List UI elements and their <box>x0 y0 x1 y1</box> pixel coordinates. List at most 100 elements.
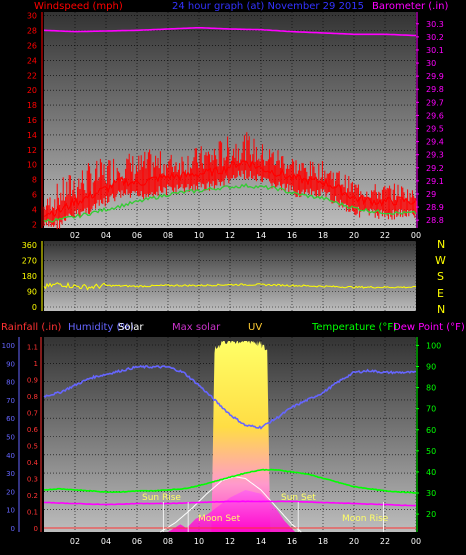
temperature-tick-label: 90 <box>426 363 436 372</box>
compass-n-bottom: N <box>437 303 445 316</box>
temperature-tick-label: 50 <box>426 447 436 456</box>
direction-series <box>43 281 417 291</box>
barometer-tick-label: 29.5 <box>426 125 444 134</box>
compass-w: W <box>435 254 446 267</box>
barometer-tick-label: 28.9 <box>426 203 444 212</box>
time-tick-label: 02 <box>70 537 80 546</box>
windspeed-tick-label: 16 <box>27 116 37 125</box>
direction-tick-label: 180 <box>22 272 37 281</box>
windspeed-tick-label: 6 <box>32 190 37 199</box>
barometer-tick-label: 29.2 <box>426 164 444 173</box>
temperature-line <box>43 468 417 494</box>
time-tick-label: 02 <box>70 231 80 240</box>
barometer-tick-label: 30.3 <box>426 20 444 29</box>
time-tick-label: 16 <box>287 537 297 546</box>
windspeed-tick-label: 20 <box>27 86 37 95</box>
windspeed-tick-label: 28 <box>27 27 37 36</box>
time-tick-label: 18 <box>318 231 328 240</box>
windspeed-tick-label: 12 <box>27 146 37 155</box>
humidity-tick-label: 100 <box>2 342 15 350</box>
time-tick-label: 20 <box>349 231 359 240</box>
time-tick-label: 10 <box>194 231 204 240</box>
time-tick-label: 12 <box>225 231 235 240</box>
dew-point-line <box>43 500 416 507</box>
temperature-tick-label: 70 <box>426 405 436 414</box>
climate-series <box>43 341 417 533</box>
humidity-tick-label: 0 <box>11 525 15 533</box>
barometer-tick-label: 29.3 <box>426 151 444 160</box>
dew-point-axis-title: Dew Point (°F) <box>393 322 465 333</box>
time-tick-label: 00 <box>411 231 421 240</box>
barometer-tick-label: 30.1 <box>426 46 444 55</box>
time-tick-label: 20 <box>349 537 359 546</box>
direction-tick-label: 270 <box>22 257 37 266</box>
windspeed-average-line <box>43 182 417 223</box>
time-tick-label: 18 <box>318 537 328 546</box>
windspeed-tick-label: 14 <box>27 131 37 140</box>
barometer-tick-label: 29.4 <box>426 138 444 147</box>
rainfall-tick-label: 0 <box>34 525 38 533</box>
humidity-line <box>43 365 417 430</box>
uv-area <box>168 490 296 532</box>
temperature-tick-label: 60 <box>426 426 436 435</box>
barometer-tick-label: 29.1 <box>426 177 444 186</box>
humidity-axis-title: Humidity (%) <box>68 322 134 333</box>
windspeed-line <box>43 160 417 218</box>
barometer-tick-label: 30.2 <box>426 33 444 42</box>
barometer-tick-label: 30 <box>426 59 436 68</box>
humidity-tick-label: 20 <box>6 488 15 496</box>
humidity-tick-label: 30 <box>6 470 15 478</box>
time-tick-label: 12 <box>225 537 235 546</box>
compass-n-top: N <box>437 238 445 251</box>
time-tick-label: 06 <box>132 537 142 546</box>
time-tick-label: 10 <box>194 537 204 546</box>
windspeed-tick-label: 22 <box>27 71 37 80</box>
time-tick-label: 22 <box>380 231 390 240</box>
time-tick-label: 04 <box>101 231 111 240</box>
humidity-tick-label: 50 <box>6 434 15 442</box>
chart-title: 24 hour graph (at) November 29 2015 <box>172 1 364 12</box>
windspeed-axis-title: Windspeed (mph) <box>34 1 123 12</box>
time-tick-label: 08 <box>163 537 173 546</box>
rainfall-tick-label: 0.6 <box>27 426 39 434</box>
uv-legend: UV <box>248 322 262 333</box>
moon-set-label: Moon Set <box>198 514 241 524</box>
compass-labels: N W S E N <box>435 238 446 316</box>
time-tick-label: 22 <box>380 537 390 546</box>
windspeed-tick-label: 30 <box>27 12 37 21</box>
rainfall-axis-title: Rainfall (.in) <box>1 322 62 333</box>
rainfall-tick-label: 0.9 <box>27 376 38 384</box>
temperature-tick-label: 30 <box>426 489 436 498</box>
temperature-tick-label: 40 <box>426 468 436 477</box>
time-tick-label: 14 <box>256 231 266 240</box>
moon-rise-label: Moon Rise <box>342 514 389 524</box>
windspeed-tick-label: 8 <box>32 176 37 185</box>
time-tick-label: 16 <box>287 231 297 240</box>
rainfall-tick-label: 0.5 <box>27 442 38 450</box>
humidity-tick-label: 90 <box>6 360 15 368</box>
barometer-tick-label: 29.7 <box>426 98 444 107</box>
barometer-tick-label: 29.9 <box>426 72 444 81</box>
humidity-tick-label: 60 <box>6 415 15 423</box>
wind-direction-line <box>43 281 417 291</box>
rainfall-tick-label: 0.3 <box>27 475 38 483</box>
max-solar-legend: Max solar <box>172 322 221 333</box>
windspeed-tick-label: 24 <box>27 56 37 65</box>
rainfall-tick-label: 0.1 <box>27 508 38 516</box>
temperature-axis-title: Temperature (°F) <box>311 322 397 333</box>
solar-legend: Solar <box>118 322 144 333</box>
barometer-tick-label: 28.8 <box>426 216 444 225</box>
barometer-tick-label: 29.6 <box>426 111 444 120</box>
windspeed-tick-label: 18 <box>27 101 37 110</box>
temperature-tick-label: 100 <box>426 341 441 350</box>
time-tick-label: 08 <box>163 231 173 240</box>
sun-rise-label: Sun Rise <box>142 493 181 503</box>
time-tick-label: 00 <box>411 537 421 546</box>
rainfall-tick-label: 0.4 <box>27 459 39 467</box>
barometer-tick-label: 29 <box>426 190 436 199</box>
wind-series <box>43 27 417 230</box>
temperature-tick-label: 20 <box>426 510 436 519</box>
temperature-tick-label: 80 <box>426 384 436 393</box>
solar-area <box>211 341 271 532</box>
